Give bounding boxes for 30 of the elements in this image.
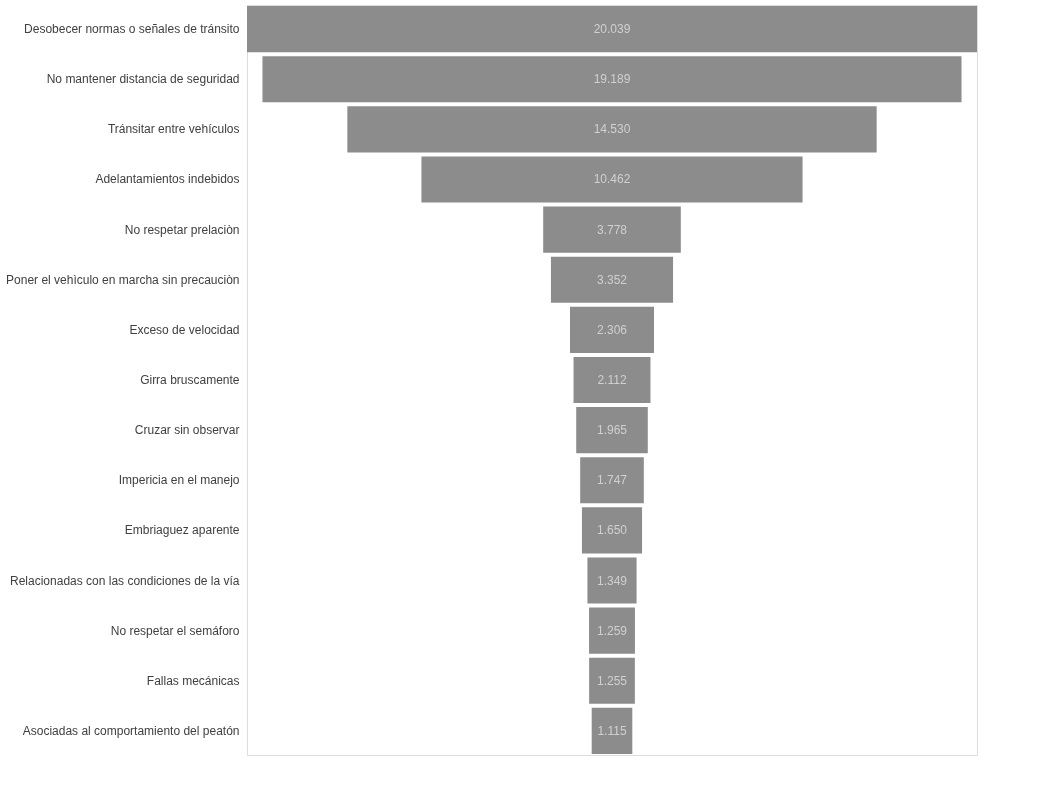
data-label: 1.255 (596, 673, 628, 688)
category-label: Adelantamientos indebidos (95, 172, 240, 187)
data-label: 1.259 (596, 623, 628, 638)
data-label: 20.039 (593, 22, 631, 37)
data-label: 10.462 (593, 172, 631, 187)
category-label: Exceso de velocidad (129, 322, 240, 337)
category-label: Relacionadas con las condiciones de la vía (10, 573, 240, 588)
category-label: No mantener distancia de seguridad (46, 72, 240, 87)
data-label: 3.352 (596, 272, 628, 287)
category-label: Impericia en el manejo (118, 473, 240, 488)
data-label: 1.650 (596, 523, 628, 538)
data-label: 1.747 (596, 473, 628, 488)
data-label: 1.349 (596, 573, 628, 588)
category-label: Girra bruscamente (140, 373, 240, 387)
category-label: Fallas mecánicas (146, 673, 240, 688)
data-label: 1.115 (597, 723, 627, 738)
data-label: 3.778 (596, 222, 628, 237)
data-label: 14.530 (593, 122, 631, 137)
category-label: Poner el vehìculo en marcha sin precauciòn (6, 272, 240, 287)
category-label: Cruzar sin observar (134, 423, 240, 438)
category-label: Desobecer normas o señales de tránsito (24, 22, 240, 37)
category-label: Asociadas al comportamiento del peatón (22, 723, 240, 738)
category-label: Embriaguez aparente (124, 523, 240, 538)
data-label: 1.965 (596, 423, 628, 438)
category-label: Tránsitar entre vehículos (107, 122, 240, 137)
data-label: 2.112 (597, 373, 627, 387)
category-label: No respetar prelaciòn (124, 222, 240, 237)
category-label: No respetar el semáforo (110, 623, 240, 638)
data-label: 2.306 (596, 322, 628, 337)
data-label: 19.189 (593, 72, 631, 87)
